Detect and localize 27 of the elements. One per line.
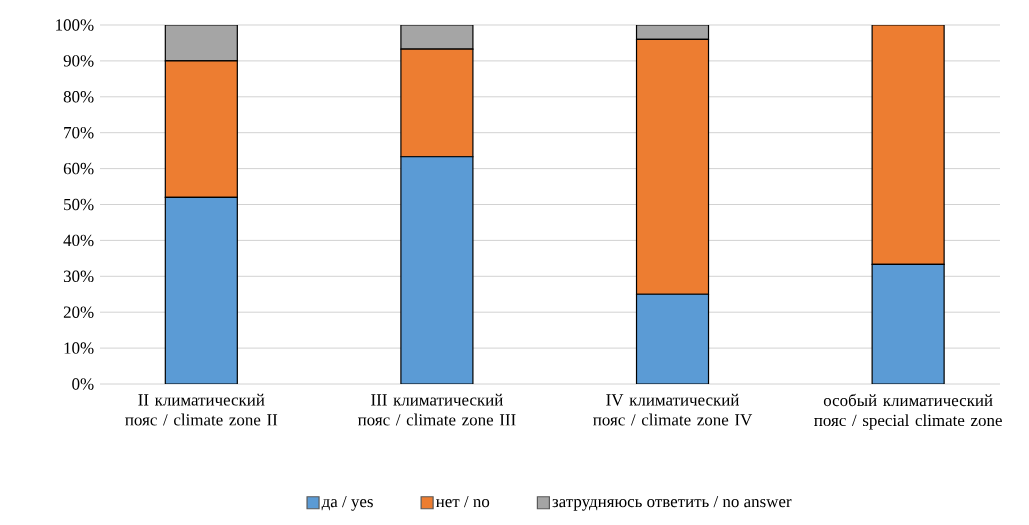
x-tick-label: IV климатический пояс / climate zone IV [593, 393, 753, 426]
y-tick-label: 60% [63, 162, 94, 175]
bar [164, 60, 238, 198]
legend-label: да / yes [321, 495, 373, 511]
bar [635, 293, 710, 384]
bar [635, 38, 710, 295]
x-tick-label: II климатический пояс / climate zone II [125, 393, 278, 426]
x-tick-label: III климатический пояс / climate zone III [357, 393, 516, 426]
y-tick-label: 20% [63, 306, 94, 318]
bar [871, 263, 945, 384]
y-tick-label: 80% [63, 91, 94, 103]
y-tick-label: 10% [64, 342, 94, 354]
bar [164, 25, 238, 62]
legend-label: нет / no [436, 495, 490, 508]
x-tick-label: особый климатический пояс / special climate zone [814, 393, 1002, 430]
y-tick-label: 0% [72, 378, 94, 390]
y-tick-label: 30% [63, 270, 94, 283]
y-tick-label: 70% [64, 126, 94, 139]
bar [400, 156, 474, 384]
y-tick-label: 100% [56, 19, 94, 31]
bar [400, 48, 474, 158]
bar [871, 25, 945, 266]
y-tick-label: 90% [63, 55, 94, 67]
legend-label: затрудняюсь ответить / no answer [552, 495, 792, 511]
bar [164, 196, 238, 384]
y-tick-label: 50% [64, 198, 94, 211]
y-tick-label: 40% [63, 234, 94, 247]
